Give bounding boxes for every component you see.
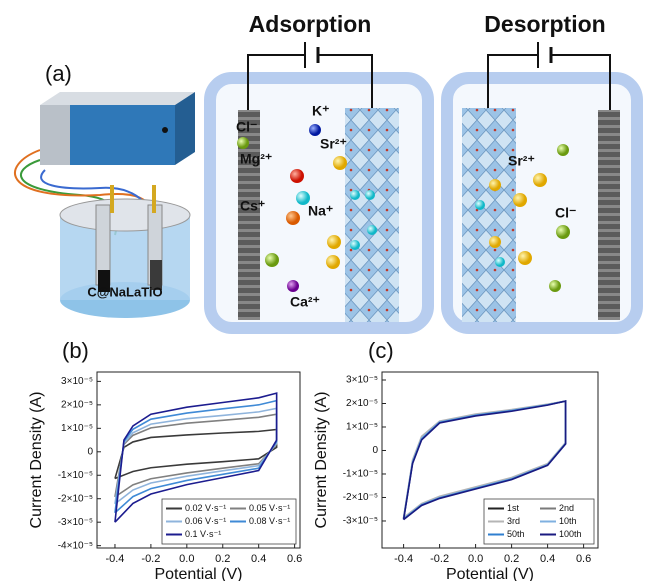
legend-label: 10th [559, 516, 577, 526]
ion-label: Sr²⁺ [508, 153, 535, 169]
y-axis-label: Current Density (A) [28, 392, 45, 529]
ion-label: Cs⁺ [240, 198, 265, 214]
x-tick-label: 0.2 [215, 553, 230, 565]
y-tick-label: -4×10⁻⁵ [58, 540, 93, 551]
x-tick-label: 0.4 [540, 553, 555, 565]
x-tick-label: -0.4 [394, 553, 413, 565]
legend-label: 50th [507, 529, 525, 539]
y-tick-label: 0 [372, 445, 378, 456]
x-tick-label: -0.2 [141, 553, 160, 565]
x-tick-label: -0.4 [105, 553, 124, 565]
figure: (a) C@NaLaTiO Adsorption [0, 0, 645, 581]
y-tick-label: -3×10⁻⁵ [58, 517, 93, 528]
y-tick-label: 1×10⁻⁵ [61, 423, 93, 434]
x-tick-label: 0.0 [468, 553, 483, 565]
legend-label: 0.1 V·s⁻¹ [185, 529, 221, 539]
x-tick-label: 0.6 [576, 553, 591, 565]
ion-label: K⁺ [312, 103, 330, 119]
legend-label: 0.08 V·s⁻¹ [249, 516, 290, 526]
y-tick-label: -3×10⁻⁵ [343, 516, 378, 527]
legend-label: 2nd [559, 503, 574, 513]
y-tick-label: -2×10⁻⁵ [343, 492, 378, 503]
electrode-label: C@NaLaTiO [87, 284, 162, 299]
x-axis-label: Potential (V) [154, 566, 242, 581]
desorption-cell [447, 42, 637, 328]
adsorption-title: Adsorption [249, 11, 372, 37]
y-tick-label: -1×10⁻⁵ [58, 470, 93, 481]
panel-label: (b) [62, 338, 89, 363]
ion-label: Mg²⁺ [240, 151, 272, 167]
y-axis-label: Current Density (A) [313, 392, 330, 529]
adsorption-cell [210, 42, 428, 328]
ion-label: Ca²⁺ [290, 294, 320, 310]
legend-label: 0.06 V·s⁻¹ [185, 516, 226, 526]
x-tick-label: 0.0 [179, 553, 194, 565]
y-tick-label: 3×10⁻⁵ [346, 375, 378, 386]
ion-label: Sr²⁺ [320, 136, 347, 152]
legend-label: 1st [507, 503, 520, 513]
panel-label: (c) [368, 338, 394, 363]
x-tick-label: 0.4 [251, 553, 266, 565]
y-tick-label: 3×10⁻⁵ [61, 376, 93, 387]
x-tick-label: -0.2 [430, 553, 449, 565]
legend-label: 0.05 V·s⁻¹ [249, 503, 290, 513]
ion-label: Cl⁻ [555, 205, 576, 221]
y-tick-label: -1×10⁻⁵ [343, 469, 378, 480]
ion-label: Cl⁻ [236, 119, 257, 135]
panel-label: (a) [45, 61, 72, 86]
ion-label: Na⁺ [308, 203, 333, 219]
y-tick-label: 2×10⁻⁵ [346, 398, 378, 409]
legend-label: 0.02 V·s⁻¹ [185, 503, 226, 513]
x-tick-label: 0.2 [504, 553, 519, 565]
y-tick-label: 2×10⁻⁵ [61, 399, 93, 410]
y-tick-label: 0 [87, 446, 93, 457]
legend-label: 100th [559, 529, 582, 539]
legend-label: 3rd [507, 516, 520, 526]
x-axis-label: Potential (V) [446, 566, 534, 581]
desorption-title: Desorption [484, 11, 605, 37]
y-tick-label: -2×10⁻⁵ [58, 493, 93, 504]
x-tick-label: 0.6 [287, 553, 302, 565]
y-tick-label: 1×10⁻⁵ [346, 422, 378, 433]
